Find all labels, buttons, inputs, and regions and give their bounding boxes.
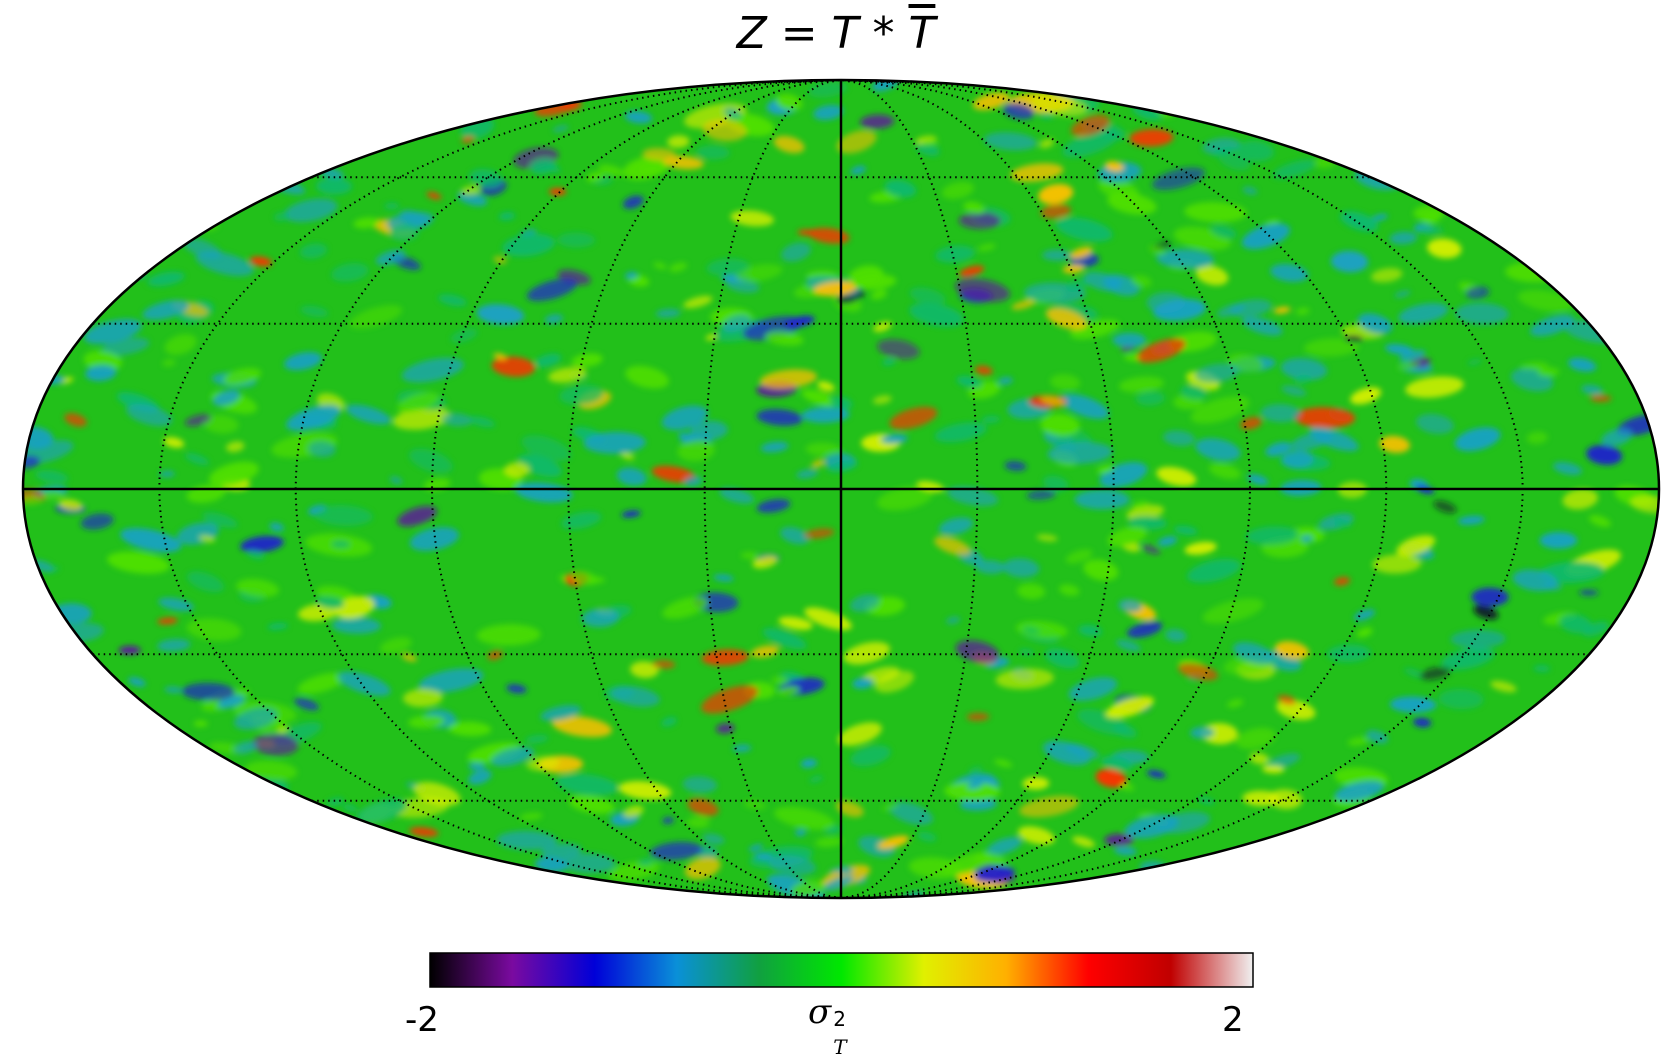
title-lhs: Z <box>736 8 767 59</box>
quantity-sub: T <box>833 1035 847 1059</box>
title-eq: = <box>766 8 832 59</box>
colorbar <box>429 952 1254 988</box>
map-spots <box>23 80 1659 898</box>
colorbar-min-label: -2 <box>405 1000 439 1040</box>
map-outline <box>21 78 1661 900</box>
title-op: * <box>858 8 909 59</box>
quantity-symbol: σ <box>808 992 832 1032</box>
title-t1: T <box>831 8 859 59</box>
map-title: Z = T * T <box>0 8 1672 59</box>
title-t2-bar: T <box>908 8 936 59</box>
quantity-sup: 2 <box>833 1007 846 1031</box>
meridian-line <box>840 80 1252 898</box>
colorbar-max-label: 2 <box>1222 1000 1244 1040</box>
